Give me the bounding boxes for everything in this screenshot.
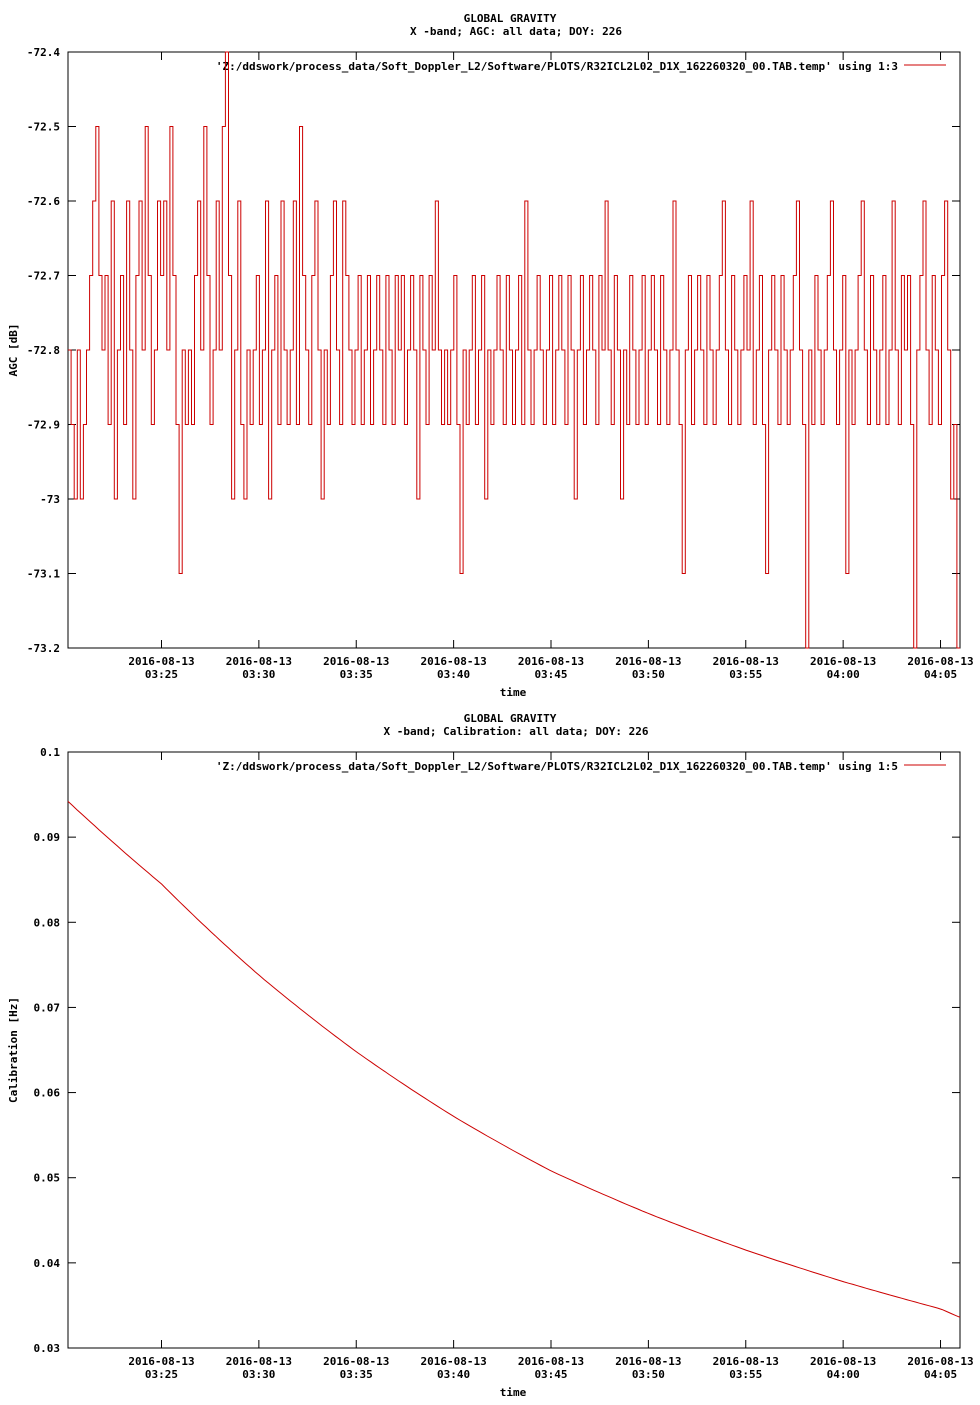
x-tick-label-time: 03:50 bbox=[632, 1368, 665, 1381]
x-ticks: 2016-08-1303:252016-08-1303:302016-08-13… bbox=[128, 52, 974, 681]
y-axis-label: AGC [dB] bbox=[7, 324, 20, 377]
x-axis-label: time bbox=[500, 686, 527, 699]
y-tick-label: 0.04 bbox=[34, 1257, 61, 1270]
x-tick-label-time: 03:55 bbox=[729, 668, 762, 681]
plot-frame bbox=[67, 751, 961, 1349]
x-tick-label-date: 2016-08-13 bbox=[421, 1355, 487, 1368]
x-tick-label-time: 03:50 bbox=[632, 668, 665, 681]
x-tick-label-time: 04:05 bbox=[924, 668, 957, 681]
y-tick-label: -72.7 bbox=[27, 270, 60, 283]
x-tick-label-date: 2016-08-13 bbox=[713, 655, 779, 668]
x-tick-label-date: 2016-08-13 bbox=[518, 655, 584, 668]
x-tick-label-time: 03:30 bbox=[242, 1368, 275, 1381]
y-tick-label: -73 bbox=[40, 493, 60, 506]
x-tick-label-date: 2016-08-13 bbox=[323, 1355, 389, 1368]
x-tick-label-date: 2016-08-13 bbox=[128, 655, 194, 668]
x-tick-label-date: 2016-08-13 bbox=[615, 655, 681, 668]
x-tick-label-date: 2016-08-13 bbox=[810, 655, 876, 668]
y-tick-label: -72.9 bbox=[27, 419, 60, 432]
x-tick-label-time: 03:25 bbox=[145, 1368, 178, 1381]
agc-chart: GLOBAL GRAVITY X -band; AGC: all data; D… bbox=[7, 12, 974, 699]
series-agc bbox=[68, 51, 960, 649]
x-tick-label-time: 03:55 bbox=[729, 1368, 762, 1381]
x-tick-label-time: 03:45 bbox=[534, 1368, 567, 1381]
x-tick-label-date: 2016-08-13 bbox=[226, 1355, 292, 1368]
x-tick-label-date: 2016-08-13 bbox=[907, 655, 973, 668]
legend-label: 'Z:/ddswork/process_data/Soft_Doppler_L2… bbox=[216, 60, 898, 73]
y-tick-label: 0.1 bbox=[40, 746, 60, 759]
y-tick-label: 0.06 bbox=[34, 1087, 61, 1100]
y-tick-label: 0.03 bbox=[34, 1342, 61, 1355]
y-ticks: 0.1 0.09 0.08 0.07 0.06 0.05 0.04 0.03 bbox=[34, 746, 960, 1355]
x-tick-label-time: 04:05 bbox=[924, 1368, 957, 1381]
x-tick-label-date: 2016-08-13 bbox=[518, 1355, 584, 1368]
x-tick-label-time: 03:40 bbox=[437, 668, 470, 681]
chart-title-line2: X -band; Calibration: all data; DOY: 226 bbox=[384, 725, 649, 738]
legend-label: 'Z:/ddswork/process_data/Soft_Doppler_L2… bbox=[216, 760, 898, 773]
calibration-chart: GLOBAL GRAVITY X -band; Calibration: all… bbox=[7, 712, 974, 1399]
x-tick-label-time: 03:35 bbox=[340, 1368, 373, 1381]
y-tick-label: 0.09 bbox=[34, 831, 61, 844]
x-tick-label-date: 2016-08-13 bbox=[907, 1355, 973, 1368]
y-ticks: -72.4 -72.5 -72.6 -72.7 -72.8 -72.9 -73 -73.1 -7… bbox=[27, 46, 960, 655]
x-tick-label-date: 2016-08-13 bbox=[128, 1355, 194, 1368]
y-tick-label: -73.1 bbox=[27, 568, 60, 581]
x-tick-label-time: 03:30 bbox=[242, 668, 275, 681]
x-tick-label-date: 2016-08-13 bbox=[323, 655, 389, 668]
series-line bbox=[68, 51, 960, 649]
y-tick-label: 0.05 bbox=[34, 1172, 61, 1185]
x-tick-label-time: 04:00 bbox=[827, 668, 860, 681]
series-calibration bbox=[67, 801, 961, 1318]
x-tick-label-date: 2016-08-13 bbox=[226, 655, 292, 668]
x-tick-label-time: 03:35 bbox=[340, 668, 373, 681]
y-tick-label: -72.4 bbox=[27, 46, 60, 59]
x-axis-label: time bbox=[500, 1386, 527, 1399]
chart-title-line1: GLOBAL GRAVITY bbox=[464, 12, 557, 25]
x-tick-label-date: 2016-08-13 bbox=[421, 655, 487, 668]
x-tick-label-time: 03:45 bbox=[534, 668, 567, 681]
y-tick-label: -72.5 bbox=[27, 121, 60, 134]
chart-title-line2: X -band; AGC: all data; DOY: 226 bbox=[410, 25, 622, 38]
x-ticks: 2016-08-1303:252016-08-1303:302016-08-13… bbox=[128, 752, 974, 1381]
x-tick-label-time: 04:00 bbox=[827, 1368, 860, 1381]
x-tick-label-date: 2016-08-13 bbox=[810, 1355, 876, 1368]
series-line bbox=[67, 801, 961, 1318]
y-tick-label: 0.07 bbox=[34, 1001, 61, 1014]
y-tick-label: -73.2 bbox=[27, 642, 60, 655]
x-tick-label-time: 03:25 bbox=[145, 668, 178, 681]
x-tick-label-date: 2016-08-13 bbox=[615, 1355, 681, 1368]
y-tick-label: -72.6 bbox=[27, 195, 60, 208]
y-tick-label: 0.08 bbox=[34, 916, 61, 929]
x-tick-label-time: 03:40 bbox=[437, 1368, 470, 1381]
chart-title-line1: GLOBAL GRAVITY bbox=[464, 712, 557, 725]
x-tick-label-date: 2016-08-13 bbox=[713, 1355, 779, 1368]
y-tick-label: -72.8 bbox=[27, 344, 60, 357]
y-axis-label: Calibration [Hz] bbox=[7, 997, 20, 1103]
